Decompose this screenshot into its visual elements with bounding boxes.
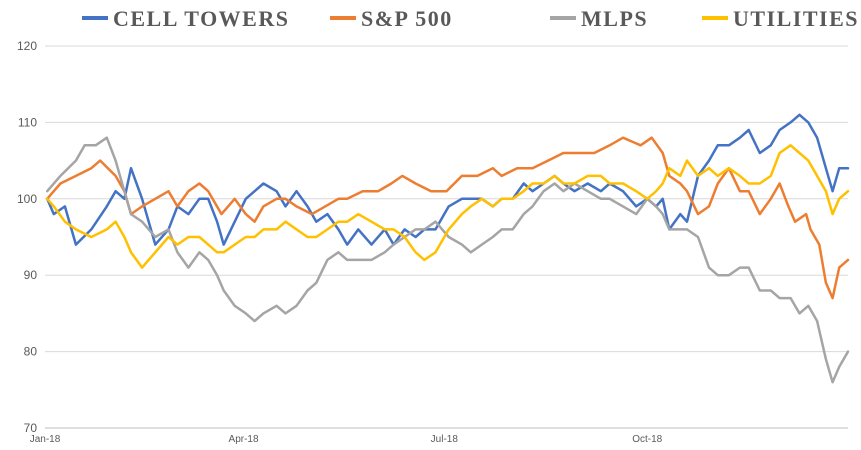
y-axis: 70 80 90 100 110 120 <box>17 39 37 435</box>
x-tick-label: Jan-18 <box>30 434 61 445</box>
series-line-cell-towers <box>45 113 850 246</box>
x-axis: Jan-18 Apr-18 Jul-18 Oct-18 <box>30 434 663 445</box>
y-tick-label: 80 <box>24 345 38 359</box>
legend-item-mlps: MLPS <box>581 6 648 31</box>
y-tick-label: 120 <box>17 39 37 53</box>
chart-legend: CELL TOWERS S&P 500 MLPS UTILITIES <box>82 6 859 31</box>
y-tick-label: 110 <box>18 115 37 129</box>
x-tick-label: Jul-18 <box>431 434 459 445</box>
series-line-mlps <box>45 136 850 384</box>
series-line-sandp-500 <box>45 136 850 300</box>
series-line-utilities <box>45 144 850 269</box>
y-tick-label: 100 <box>17 192 37 206</box>
legend-item-sandp-500: S&P 500 <box>361 6 453 31</box>
y-tick-label: 90 <box>24 268 38 282</box>
y-tick-label: 70 <box>24 421 38 435</box>
gridlines <box>45 45 848 429</box>
legend-item-cell-towers: CELL TOWERS <box>113 6 289 31</box>
legend-item-utilities: UTILITIES <box>733 6 859 31</box>
x-tick-label: Oct-18 <box>632 434 662 445</box>
series-lines <box>45 113 850 384</box>
x-tick-label: Apr-18 <box>229 434 259 445</box>
